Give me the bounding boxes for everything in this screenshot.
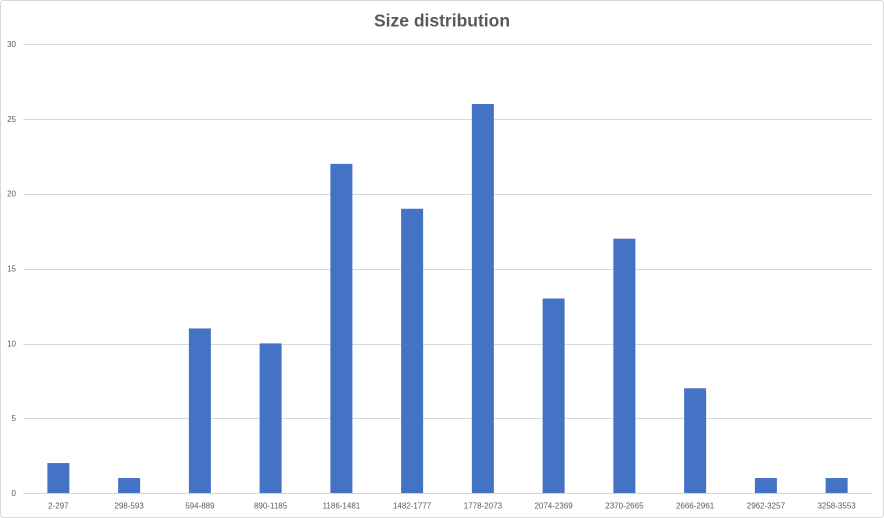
svg-text:30: 30 [7, 40, 16, 49]
svg-text:2074-2369: 2074-2369 [534, 502, 573, 511]
svg-text:Size distribution: Size distribution [374, 11, 510, 31]
svg-text:10: 10 [7, 339, 16, 348]
svg-text:594-889: 594-889 [185, 502, 215, 511]
svg-text:2370-2665: 2370-2665 [605, 502, 644, 511]
svg-text:890-1185: 890-1185 [254, 502, 288, 511]
svg-text:3258-3553: 3258-3553 [817, 502, 856, 511]
svg-text:298-593: 298-593 [114, 502, 144, 511]
svg-text:2-297: 2-297 [48, 502, 69, 511]
svg-text:2962-3257: 2962-3257 [747, 502, 786, 511]
svg-text:0: 0 [12, 489, 17, 498]
svg-text:1778-2073: 1778-2073 [464, 502, 503, 511]
svg-text:15: 15 [7, 265, 16, 274]
svg-text:2666-2961: 2666-2961 [676, 502, 715, 511]
svg-text:20: 20 [7, 190, 16, 199]
svg-text:5: 5 [12, 414, 17, 423]
svg-text:1186-1481: 1186-1481 [323, 502, 361, 511]
svg-text:25: 25 [7, 115, 16, 124]
svg-text:1482-1777: 1482-1777 [393, 502, 432, 511]
